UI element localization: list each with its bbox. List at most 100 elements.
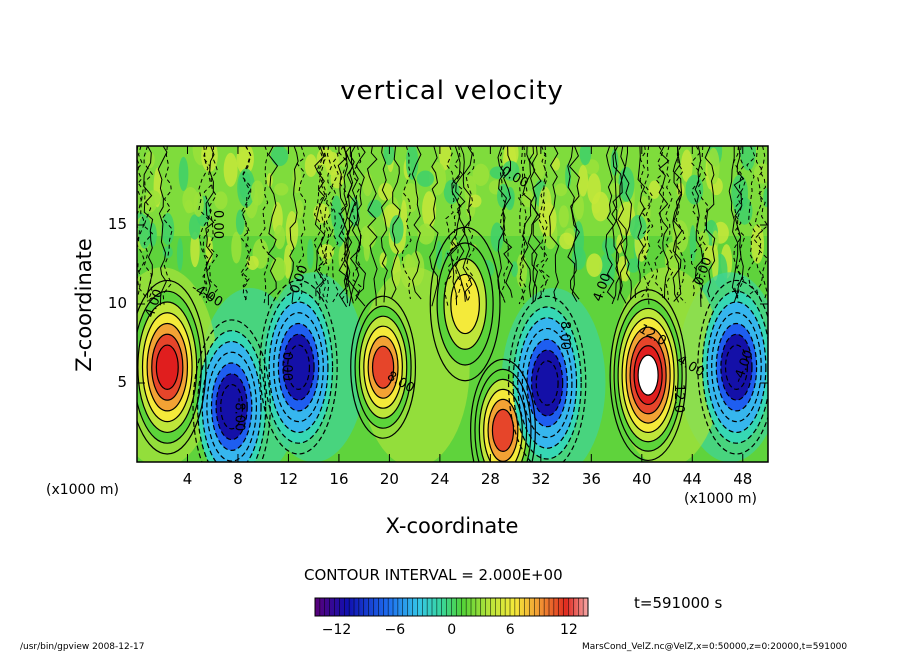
colorbar-tick-label: 6 xyxy=(505,622,515,638)
colorbar-tick-label: 12 xyxy=(560,622,578,638)
contour-line xyxy=(350,295,417,439)
cell-level xyxy=(492,409,514,452)
contour-line xyxy=(436,242,494,366)
noise-cell xyxy=(602,237,616,256)
noise-cell xyxy=(438,146,452,171)
contour-line xyxy=(609,289,687,462)
contour-line xyxy=(605,146,615,300)
cell-level xyxy=(536,360,559,406)
x-tick-label: 28 xyxy=(480,470,500,488)
noise-cell xyxy=(551,157,561,171)
noise-cell xyxy=(363,230,371,262)
noise-cell xyxy=(689,224,697,262)
x-tick-label: 16 xyxy=(329,470,349,488)
contour-line xyxy=(455,146,466,302)
noise-cell xyxy=(511,261,518,278)
contour-line xyxy=(746,146,756,298)
contour-line xyxy=(367,335,399,399)
contour-line xyxy=(201,146,213,300)
noise-cell xyxy=(270,146,289,167)
contour-line xyxy=(208,146,220,300)
noise-cell xyxy=(585,159,600,175)
noise-cell xyxy=(178,156,189,192)
contour-line xyxy=(527,146,539,301)
contour-line xyxy=(277,322,320,412)
contour-line xyxy=(474,368,532,462)
colorbar-segments xyxy=(314,598,589,616)
contour-line xyxy=(491,408,515,452)
noise-cell xyxy=(698,230,710,251)
contour-line xyxy=(220,383,244,430)
contour-line xyxy=(371,345,395,389)
y-tick-label: 5 xyxy=(117,373,127,391)
noise-cell xyxy=(214,191,228,210)
noise-cell xyxy=(138,214,152,249)
noise-cell xyxy=(587,173,601,205)
contour-line xyxy=(155,344,179,390)
contour-line xyxy=(411,146,422,300)
contour-line xyxy=(323,146,334,298)
contour-line xyxy=(197,330,267,462)
noise-cell xyxy=(193,191,204,217)
contour-line xyxy=(694,146,704,308)
noise-cell xyxy=(618,166,635,202)
contour-layer xyxy=(137,146,768,462)
contour-line xyxy=(568,146,580,300)
noise-cell xyxy=(250,180,265,206)
contour-line xyxy=(644,146,655,307)
footer-data-source: MarsCond_VelZ.nc@VelZ,x=0:50000,z=0:2000… xyxy=(582,642,848,652)
noise-cell xyxy=(586,253,603,277)
contour-line xyxy=(625,326,671,424)
x-tick-label: 32 xyxy=(531,470,551,488)
contour-line xyxy=(613,298,683,452)
footer-program-date: /usr/bin/gpview 2008-12-17 xyxy=(20,642,145,652)
contour-line xyxy=(690,146,702,298)
contour-line xyxy=(720,333,753,401)
noise-cell xyxy=(162,245,173,259)
contour-line xyxy=(497,146,507,299)
noise-cell xyxy=(389,215,404,244)
contour-line xyxy=(704,146,716,298)
contour-line xyxy=(351,146,362,298)
contour-line xyxy=(314,146,326,297)
contour-line xyxy=(658,146,670,300)
noise-cell xyxy=(680,149,693,182)
contour-line xyxy=(462,146,473,301)
contour-line xyxy=(215,373,248,441)
cell-level xyxy=(638,355,659,396)
x-unit-right: (x1000 m) xyxy=(684,491,757,507)
contour-line xyxy=(634,146,646,299)
noise-cell xyxy=(574,194,584,220)
noise-cell xyxy=(318,243,335,260)
noise-cell xyxy=(295,199,304,219)
contour-line xyxy=(465,146,475,302)
contour-line xyxy=(141,312,193,423)
contour-line xyxy=(346,146,355,304)
contour-line xyxy=(450,273,481,335)
noise-cell xyxy=(304,154,318,178)
contour-line xyxy=(263,290,334,444)
contour-line xyxy=(210,362,253,451)
contour-line xyxy=(161,146,173,305)
x-tick-label: 40 xyxy=(632,470,652,488)
contour-line xyxy=(267,146,279,306)
x-tick-label: 8 xyxy=(233,470,243,488)
contour-line xyxy=(137,279,207,455)
contour-line xyxy=(617,307,679,443)
contour-label: 8.00 xyxy=(557,320,573,350)
contour-line xyxy=(672,146,683,302)
contour-line xyxy=(453,146,464,301)
contour-line xyxy=(259,146,269,304)
contour-line xyxy=(711,312,762,423)
noise-cell xyxy=(417,223,435,245)
contour-line xyxy=(444,146,455,306)
noise-cell xyxy=(490,222,504,252)
noise-cell xyxy=(145,190,161,207)
noise-cell xyxy=(707,147,720,185)
contour-line xyxy=(282,333,315,401)
contour-line xyxy=(429,146,439,307)
contour-line xyxy=(296,146,307,301)
contour-label: -8.00 xyxy=(231,397,247,431)
contour-line xyxy=(653,146,665,300)
